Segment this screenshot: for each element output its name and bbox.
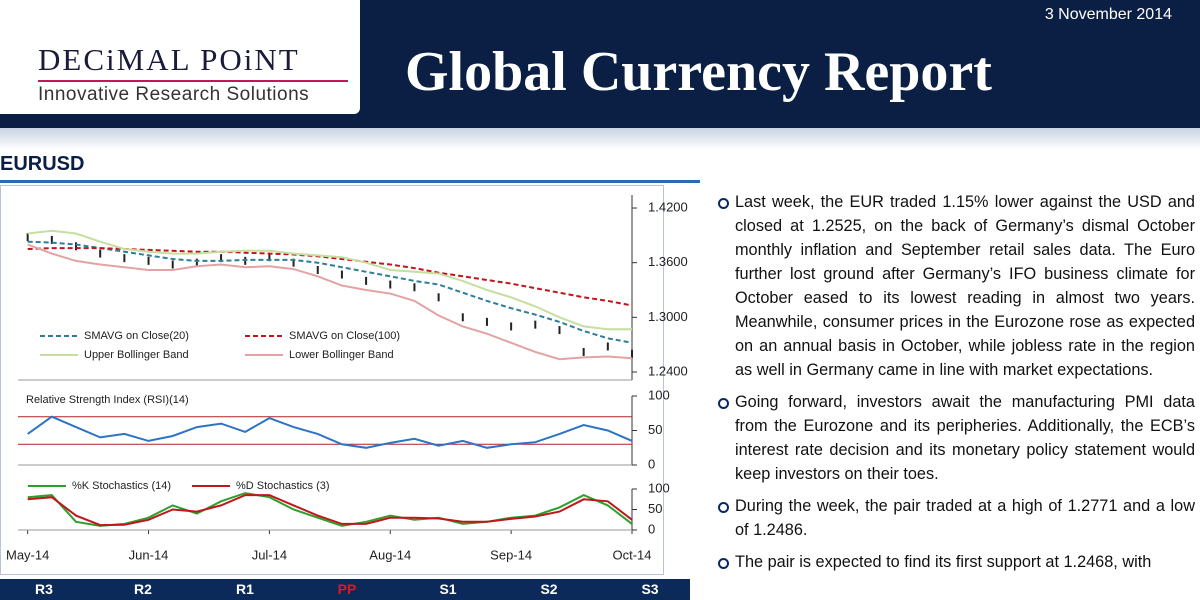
y-tick-label: 0: [648, 521, 655, 536]
legend-label: %D Stochastics (3): [236, 480, 330, 492]
logo-rule: [38, 80, 348, 82]
y-tick-label: 50: [648, 422, 662, 437]
pivot-label: S1: [439, 581, 457, 597]
y-tick-label: 0: [648, 456, 655, 471]
y-tick-label: 1.2400: [648, 363, 688, 378]
logo-name: DECiMAL POiNT: [38, 42, 300, 77]
pivot-bar: R3 R2 R1 PP S1 S2 S3: [0, 579, 690, 600]
stripe: [0, 128, 1200, 150]
y-tick-label: 100: [648, 480, 670, 495]
pivot-label: S3: [641, 581, 659, 597]
bullet-paragraph: During the week, the pair traded at a hi…: [718, 494, 1195, 542]
x-tick-label: Jun-14: [129, 547, 169, 562]
series-line: [27, 492, 633, 527]
commentary: Last week, the EUR traded 1.15% lower ag…: [718, 190, 1195, 582]
logo-tagline: Innovative Research Solutions: [38, 84, 310, 105]
series-line: [27, 229, 632, 331]
bullet-paragraph: Going forward, investors await the manuf…: [718, 390, 1195, 486]
report-date: 3 November 2014: [1044, 6, 1172, 23]
legend-label: SMAVG on Close(100): [289, 330, 400, 342]
y-tick-label: 1.3600: [648, 254, 688, 269]
pivot-label: S2: [540, 581, 558, 597]
pivot-label: PP: [337, 581, 357, 597]
legend-label: Lower Bollinger Band: [289, 349, 394, 361]
section-rule: [0, 180, 700, 183]
bullet-paragraph: The pair is expected to find its first s…: [718, 550, 1195, 574]
x-tick-label: Oct-14: [612, 547, 651, 562]
chart-panel: [0, 185, 664, 575]
series-line: [27, 243, 633, 361]
legend-label: SMAVG on Close(20): [84, 330, 189, 342]
x-tick-label: Aug-14: [369, 547, 411, 562]
x-tick-label: Jul-14: [252, 547, 287, 562]
series-line: [27, 494, 633, 527]
report-title: Global Currency Report: [405, 41, 992, 103]
bullet-paragraph: Last week, the EUR traded 1.15% lower ag…: [718, 190, 1195, 382]
y-tick-label: 50: [648, 501, 662, 516]
x-tick-label: Sep-14: [490, 547, 532, 562]
y-tick-label: 1.4200: [648, 199, 688, 214]
charts: 1.4200 1.3600 1.3000 1.2400 0 50 100 Relative S…: [6, 195, 688, 562]
header: DECiMAL POiNT Innovative Research Soluti…: [0, 0, 1200, 128]
pivot-label: R1: [236, 581, 254, 597]
section-title: EURUSD: [0, 153, 85, 175]
pivot-label: R3: [35, 581, 53, 597]
chart-title: Relative Strength Index (RSI)(14): [26, 394, 189, 406]
x-tick-label: May-14: [6, 547, 49, 562]
pivot-label: R2: [134, 581, 152, 597]
legend-label: %K Stochastics (14): [72, 480, 171, 492]
y-tick-label: 1.3000: [648, 309, 688, 324]
logo: DECiMAL POiNT Innovative Research Soluti…: [0, 0, 360, 114]
y-tick-label: 100: [648, 387, 670, 402]
legend-label: Upper Bollinger Band: [84, 349, 189, 361]
series-line: [27, 415, 633, 449]
